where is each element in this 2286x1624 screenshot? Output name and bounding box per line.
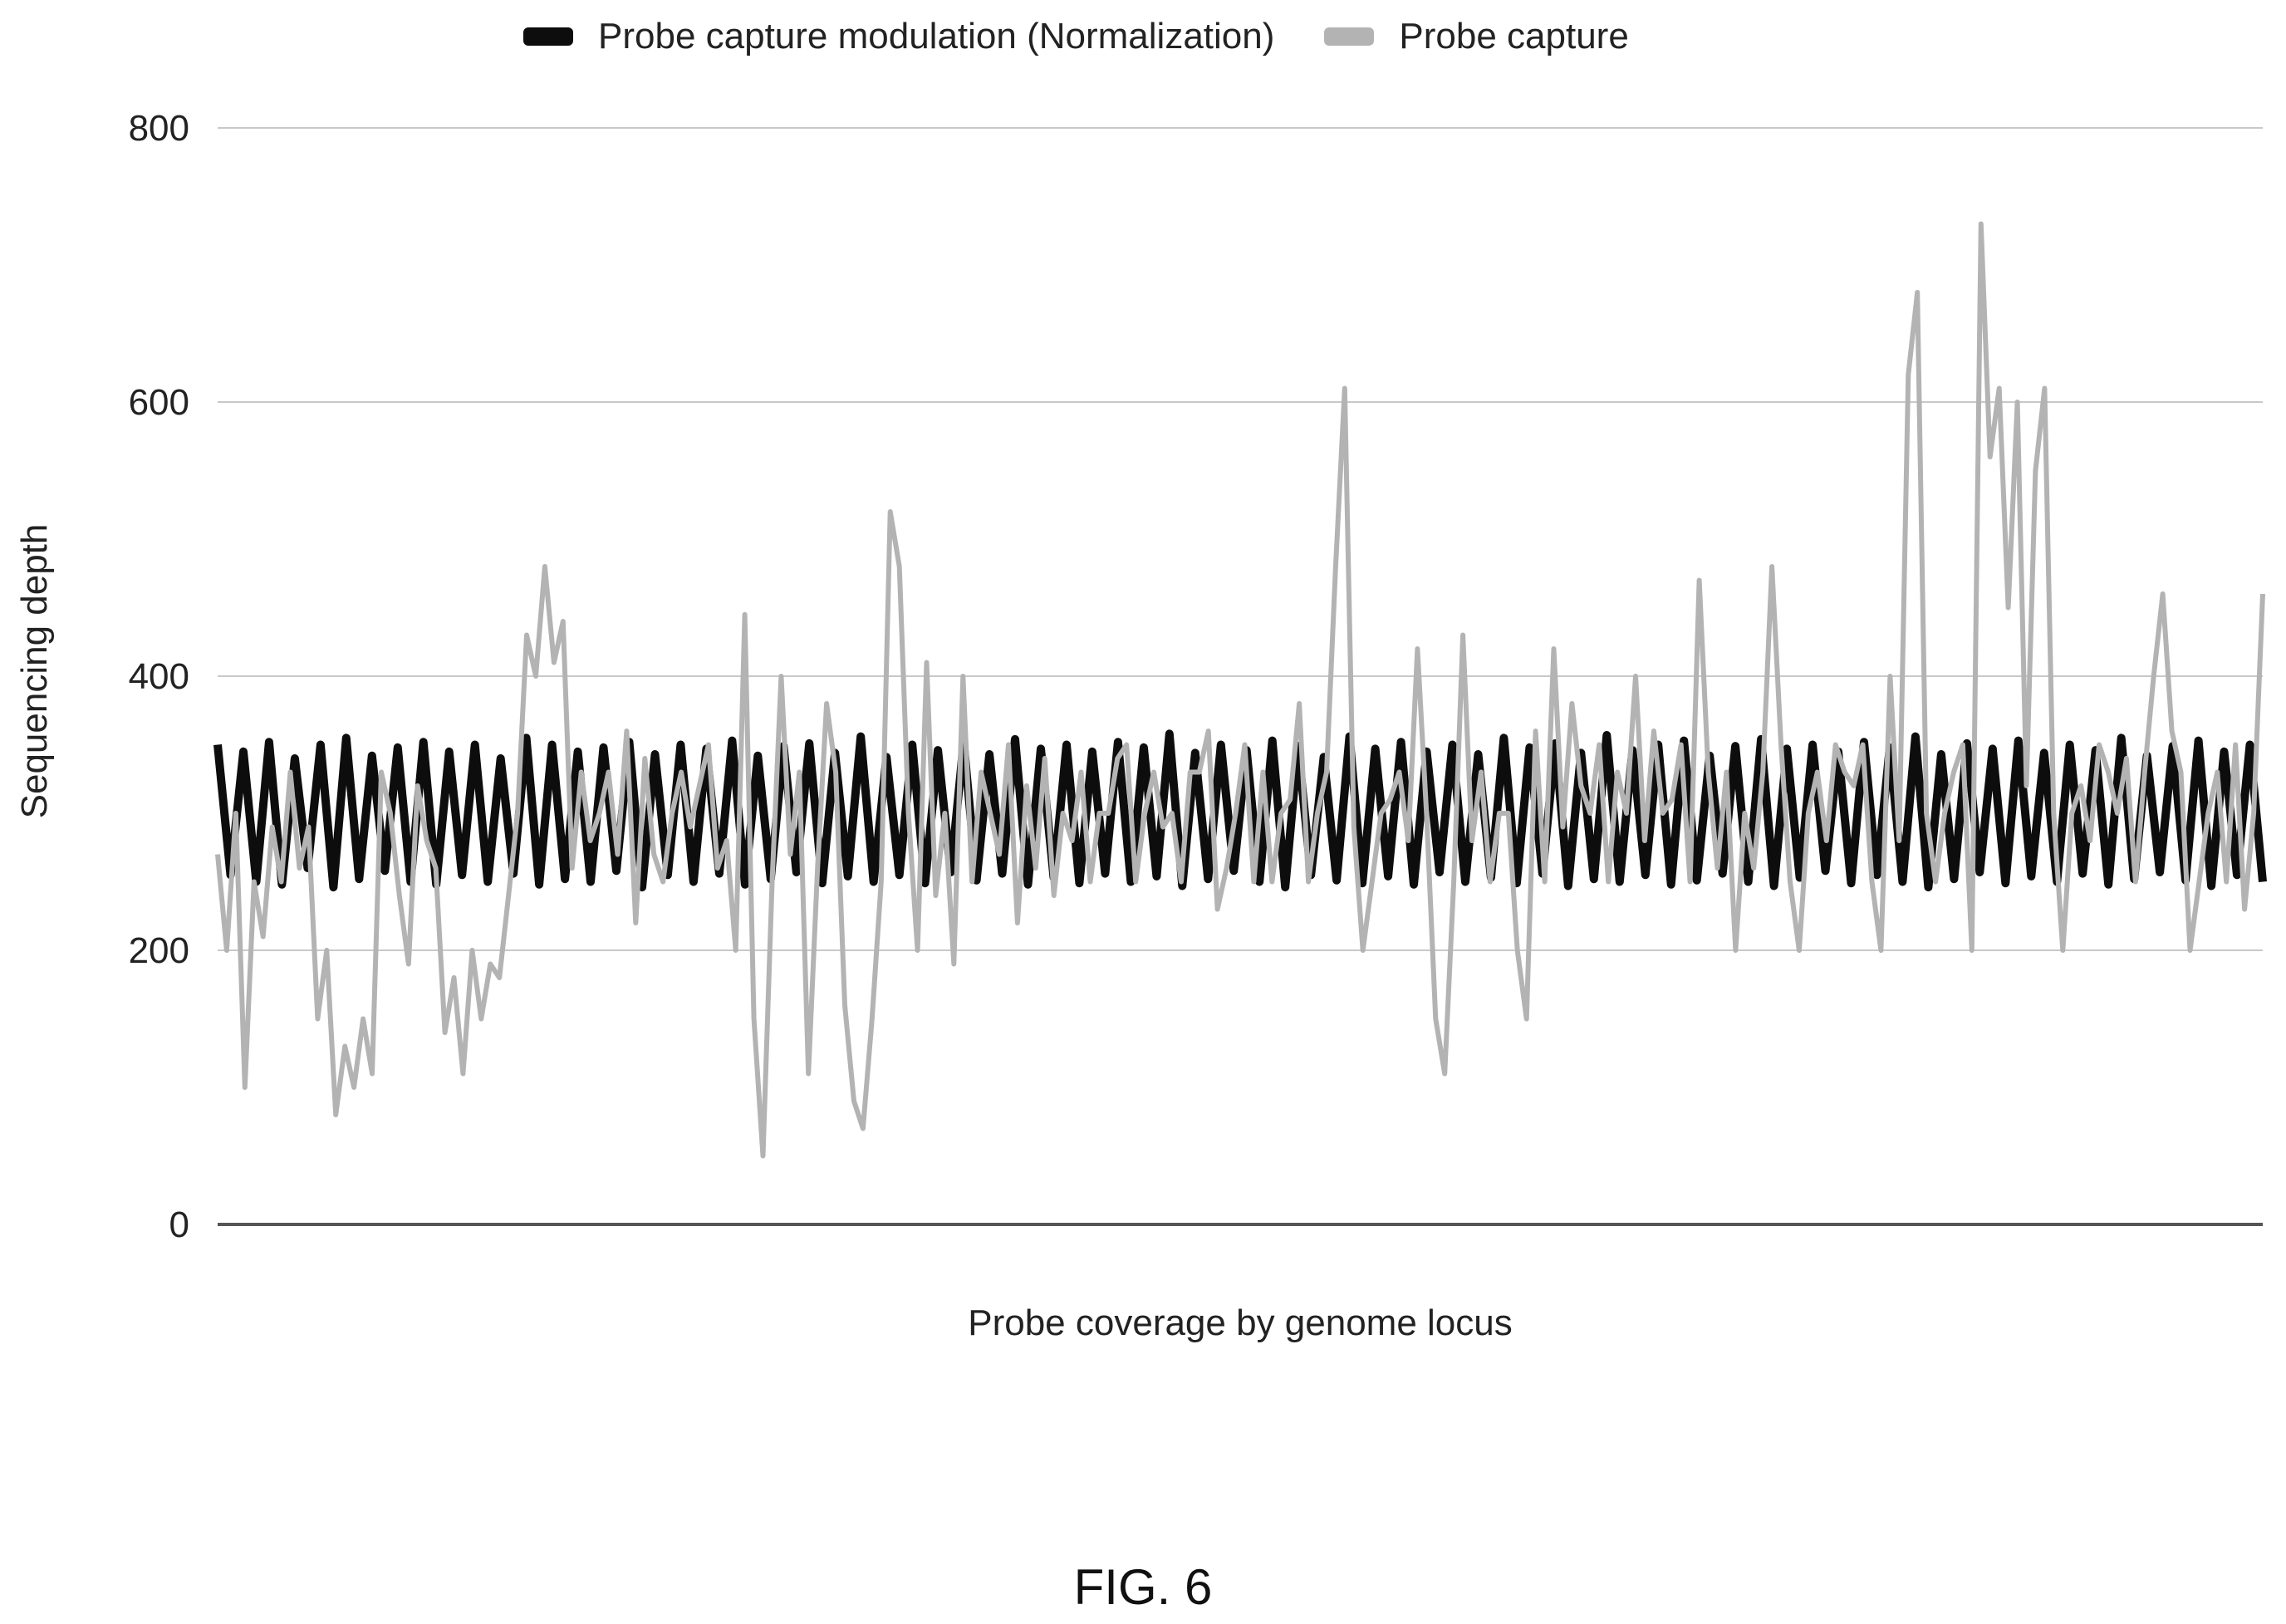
series-line-normalization	[213, 729, 2267, 892]
legend-swatch-normalization	[523, 27, 573, 46]
y-axis-title: Sequencing depth	[14, 523, 55, 819]
series-line-probe-capture	[215, 221, 2265, 1159]
y-tick-label-200: 200	[129, 930, 189, 971]
y-tick-label-0: 0	[169, 1205, 189, 1245]
figure-caption: FIG. 6	[1073, 1559, 1213, 1615]
y-tick-label-600: 600	[129, 382, 189, 423]
gridlines	[218, 127, 2263, 1226]
legend: Probe capture modulation (Normalization)…	[523, 12, 1679, 61]
legend-label-probe-capture: Probe capture	[1399, 16, 1629, 56]
y-tick-label-800: 800	[129, 108, 189, 149]
legend-item-probe-capture: Probe capture	[1324, 16, 1629, 57]
legend-item-normalization: Probe capture modulation (Normalization)	[523, 16, 1274, 57]
legend-label-normalization: Probe capture modulation (Normalization)	[598, 16, 1275, 56]
series-layer	[213, 221, 2267, 1159]
legend-swatch-probe-capture	[1324, 27, 1375, 46]
y-axis-ticks: 0 200 400 600 800	[129, 108, 189, 1245]
x-axis-title: Probe coverage by genome locus	[968, 1303, 1513, 1343]
y-tick-label-400: 400	[129, 656, 189, 697]
